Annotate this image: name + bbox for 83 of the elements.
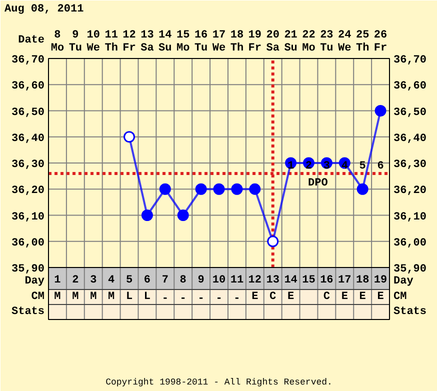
- annotation: DPO: [308, 177, 328, 190]
- text: Stats: [11, 306, 45, 318]
- x2-tick-label: 10 We: [86, 29, 100, 54]
- y-tick-label: 36,40: [11, 132, 45, 145]
- point: [267, 236, 279, 248]
- y2-tick-label: 36,50: [394, 106, 427, 119]
- point: [374, 105, 386, 116]
- x2-tick-label: 13 Sa: [140, 29, 154, 54]
- x2-tick-label: 20 Sa: [266, 29, 280, 54]
- y-tick-label: 35,90: [11, 264, 45, 276]
- point: [356, 183, 368, 195]
- y2-tick-label: 36,60: [394, 80, 427, 93]
- x-tick-label: 9 -: [198, 274, 204, 305]
- x-tick-label: 8 -: [180, 274, 187, 305]
- x2-tick-label: 18 Th: [230, 29, 244, 54]
- x-tick-label: 17 E: [338, 274, 352, 303]
- x2-tick-label: 14 Su: [158, 29, 172, 54]
- x-axis-title: Day: [24, 276, 45, 288]
- y2-tick-label: 36,20: [394, 185, 427, 198]
- x2-tick-label: 17 We: [212, 29, 226, 54]
- point: [213, 183, 225, 195]
- x2-tick-label: 22 Mo: [302, 29, 316, 54]
- x2-tick-label: 8 Mo: [50, 29, 64, 54]
- chart-title: Aug 08, 2011: [4, 4, 84, 16]
- y2-tick-label: 36,70: [394, 54, 427, 66]
- x2-axis-title: Date: [18, 34, 45, 46]
- text: Copyright 1998-2011 - All Rights Reserved.: [106, 378, 332, 388]
- x-tick-label: 3 M: [90, 274, 98, 303]
- text: Day: [394, 276, 414, 288]
- y-tick-label: 36,20: [11, 185, 45, 198]
- x-tick-label: 15: [302, 274, 316, 286]
- x2-tick-label: 23 Tu: [320, 29, 334, 54]
- x-tick-label: 10 -: [212, 274, 226, 305]
- y-tick-label: 36,70: [11, 54, 45, 66]
- x2-tick-label: 12 Fr: [122, 29, 136, 54]
- x-tick-label: 5 L: [126, 274, 133, 303]
- x-tick-label: 7 -: [162, 274, 168, 305]
- x2-tick-label: 25 Th: [356, 29, 370, 54]
- annotation: 3: [323, 160, 330, 172]
- x-tick-label: 19 E: [374, 274, 388, 303]
- point: [195, 183, 207, 195]
- y2-tick-label: 35,90: [394, 264, 427, 276]
- point: [177, 210, 189, 221]
- x-tick-label: 11 -: [230, 274, 244, 305]
- x2-tick-label: 16 Tu: [194, 29, 208, 54]
- y2-tick-label: 36,40: [394, 132, 427, 145]
- x-tick-label: 1 M: [54, 274, 62, 303]
- point: [249, 183, 261, 195]
- x-tick-label: 18 E: [356, 274, 370, 303]
- point: [231, 183, 243, 195]
- x2-tick-label: 21 Su: [284, 29, 298, 54]
- x2-tick-label: 24 We: [338, 29, 352, 54]
- annotation: 1: [287, 160, 294, 172]
- y-tick-label: 36,00: [11, 237, 45, 250]
- y-tick-label: 36,60: [11, 80, 45, 93]
- annotation: 6: [377, 160, 384, 172]
- y2-tick-label: 36,30: [394, 159, 427, 171]
- text: CM: [31, 291, 45, 303]
- y-tick-label: 36,10: [11, 211, 45, 224]
- annotation: 5: [359, 160, 366, 172]
- x2-tick-label: 15 Mo: [176, 29, 190, 54]
- text: CM: [394, 291, 407, 303]
- x2-tick-label: 26 Fr: [374, 29, 388, 54]
- y-tick-label: 36,50: [11, 106, 45, 119]
- point: [159, 183, 171, 195]
- x-tick-label: 4 M: [108, 274, 116, 303]
- x-tick-label: 14 E: [284, 274, 298, 303]
- x2-tick-label: 11 Th: [104, 29, 118, 54]
- x2-tick-label: 9 Tu: [68, 29, 82, 54]
- y-tick-label: 36,30: [11, 159, 45, 171]
- x-tick-label: 2 M: [72, 274, 80, 303]
- x-tick-label: 12 E: [248, 274, 262, 303]
- x2-tick-label: 19 Fr: [248, 29, 262, 54]
- y2-tick-label: 36,00: [394, 237, 427, 250]
- annotation: 4: [341, 160, 348, 172]
- x-tick-label: 6 L: [144, 274, 151, 303]
- text: Stats: [394, 306, 427, 318]
- x-tick-label: 13 C: [266, 274, 280, 303]
- y2-tick-label: 36,10: [394, 211, 427, 224]
- point: [124, 131, 136, 143]
- x-tick-label: 16 C: [320, 274, 334, 303]
- point: [141, 210, 153, 221]
- annotation: 2: [305, 160, 312, 172]
